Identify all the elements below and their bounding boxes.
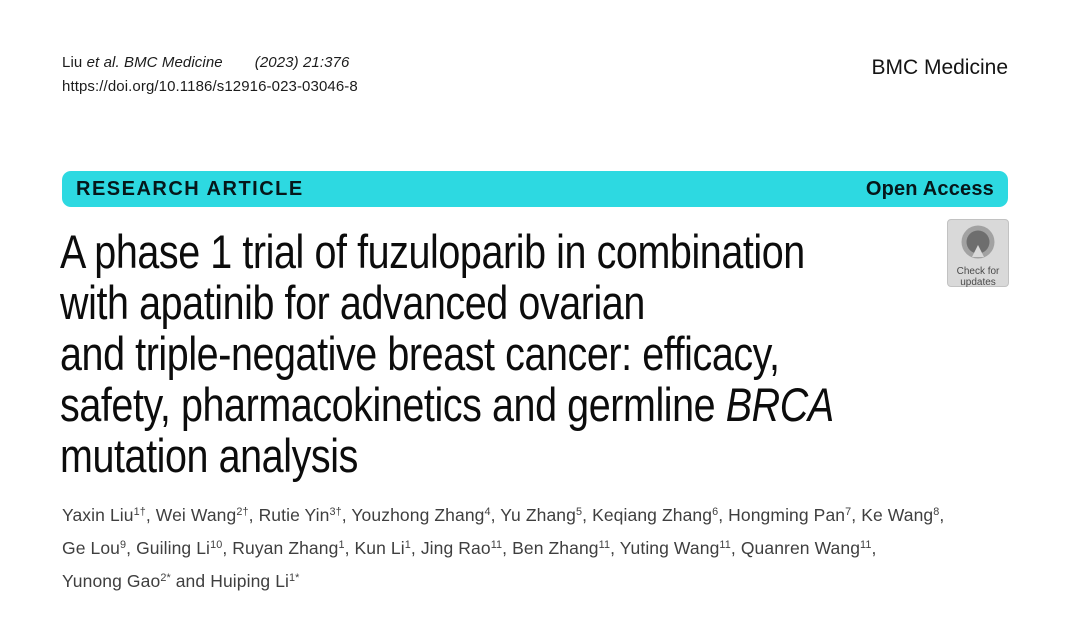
author-affiliation-superscript: 1* bbox=[289, 572, 300, 585]
author-affiliation-superscript: 4 bbox=[484, 506, 491, 519]
title-line: A phase 1 trial of fuzuloparib in combin… bbox=[60, 225, 805, 278]
article-type-banner: RESEARCH ARTICLE Open Access bbox=[62, 171, 1008, 207]
author-name: Rutie Yin bbox=[258, 505, 330, 525]
author-affiliation-superscript: 6 bbox=[712, 506, 719, 519]
author-name: Yaxin Liu bbox=[62, 505, 134, 525]
author-affiliation-superscript: 11 bbox=[490, 539, 503, 552]
citation-block: Liu et al. BMC Medicine (2023) 21:376 htt… bbox=[62, 54, 358, 95]
author-name: Huiping Li bbox=[210, 571, 290, 591]
author-affiliation-superscript: 10 bbox=[210, 539, 223, 552]
author-affiliation-superscript: 11 bbox=[860, 539, 872, 552]
author-affiliation-superscript: 7 bbox=[845, 506, 852, 519]
author-name: Yuting Wang bbox=[619, 538, 720, 558]
author-name: Keqiang Zhang bbox=[592, 505, 713, 525]
author-affiliation-superscript: 5 bbox=[575, 506, 583, 519]
author-name: Guiling Li bbox=[136, 538, 211, 558]
author-affiliation-superscript: 3† bbox=[329, 506, 342, 519]
author-name: Youzhong Zhang bbox=[351, 505, 485, 525]
header: Liu et al. BMC Medicine (2023) 21:376 htt… bbox=[62, 54, 1008, 95]
author-affiliation-superscript: 2† bbox=[236, 506, 249, 519]
citation-line: Liu et al. BMC Medicine (2023) 21:376 bbox=[62, 54, 350, 71]
author-list: Yaxin Liu1†, Wei Wang2†, Rutie Yin3†, Yo… bbox=[62, 505, 945, 591]
author-name: Ruyan Zhang bbox=[232, 538, 339, 558]
author-affiliation-superscript: 9 bbox=[120, 539, 127, 552]
author-name: Hongming Pan bbox=[728, 505, 846, 525]
doi-link[interactable]: https://doi.org/10.1186/s12916-023-03046… bbox=[62, 78, 358, 95]
author-name: Ge Lou bbox=[62, 538, 121, 558]
open-access-label: Open Access bbox=[865, 177, 994, 200]
author-name: Kun Li bbox=[354, 538, 405, 558]
title-line: mutation analysis bbox=[60, 429, 358, 482]
author-affiliation-superscript: 1† bbox=[133, 506, 146, 519]
author-affiliation-superscript: 1 bbox=[404, 539, 411, 552]
title-line: and triple-negative breast cancer: effic… bbox=[60, 327, 780, 380]
check-for-updates-label: Check for updates bbox=[956, 266, 1000, 288]
author-affiliation-superscript: 1 bbox=[338, 539, 345, 552]
author-affiliation-superscript: 11 bbox=[719, 539, 731, 552]
author-name: Yunong Gao bbox=[62, 571, 161, 591]
author-name: Ben Zhang bbox=[512, 538, 599, 558]
article-type-label: RESEARCH ARTICLE bbox=[76, 177, 304, 200]
author-affiliation-superscript: 8 bbox=[933, 506, 940, 519]
author-name: Jing Rao bbox=[420, 538, 491, 558]
author-affiliation-superscript: 2* bbox=[160, 572, 171, 585]
article-title: A phase 1 trial of fuzuloparib in combin… bbox=[60, 226, 981, 481]
title-line: with apatinib for advanced ovarian bbox=[60, 276, 645, 329]
author-name: Ke Wang bbox=[861, 505, 934, 525]
crossmark-icon bbox=[961, 225, 995, 259]
title-line: safety, pharmacokinetics and germline BR… bbox=[60, 378, 834, 431]
author-name: Wei Wang bbox=[155, 505, 237, 525]
author-name: Quanren Wang bbox=[740, 538, 861, 558]
journal-name: BMC Medicine bbox=[871, 56, 1008, 79]
author-name: Yu Zhang bbox=[500, 505, 576, 525]
author-affiliation-superscript: 11 bbox=[598, 539, 611, 552]
check-for-updates-button[interactable]: Check for updates bbox=[947, 219, 1009, 288]
